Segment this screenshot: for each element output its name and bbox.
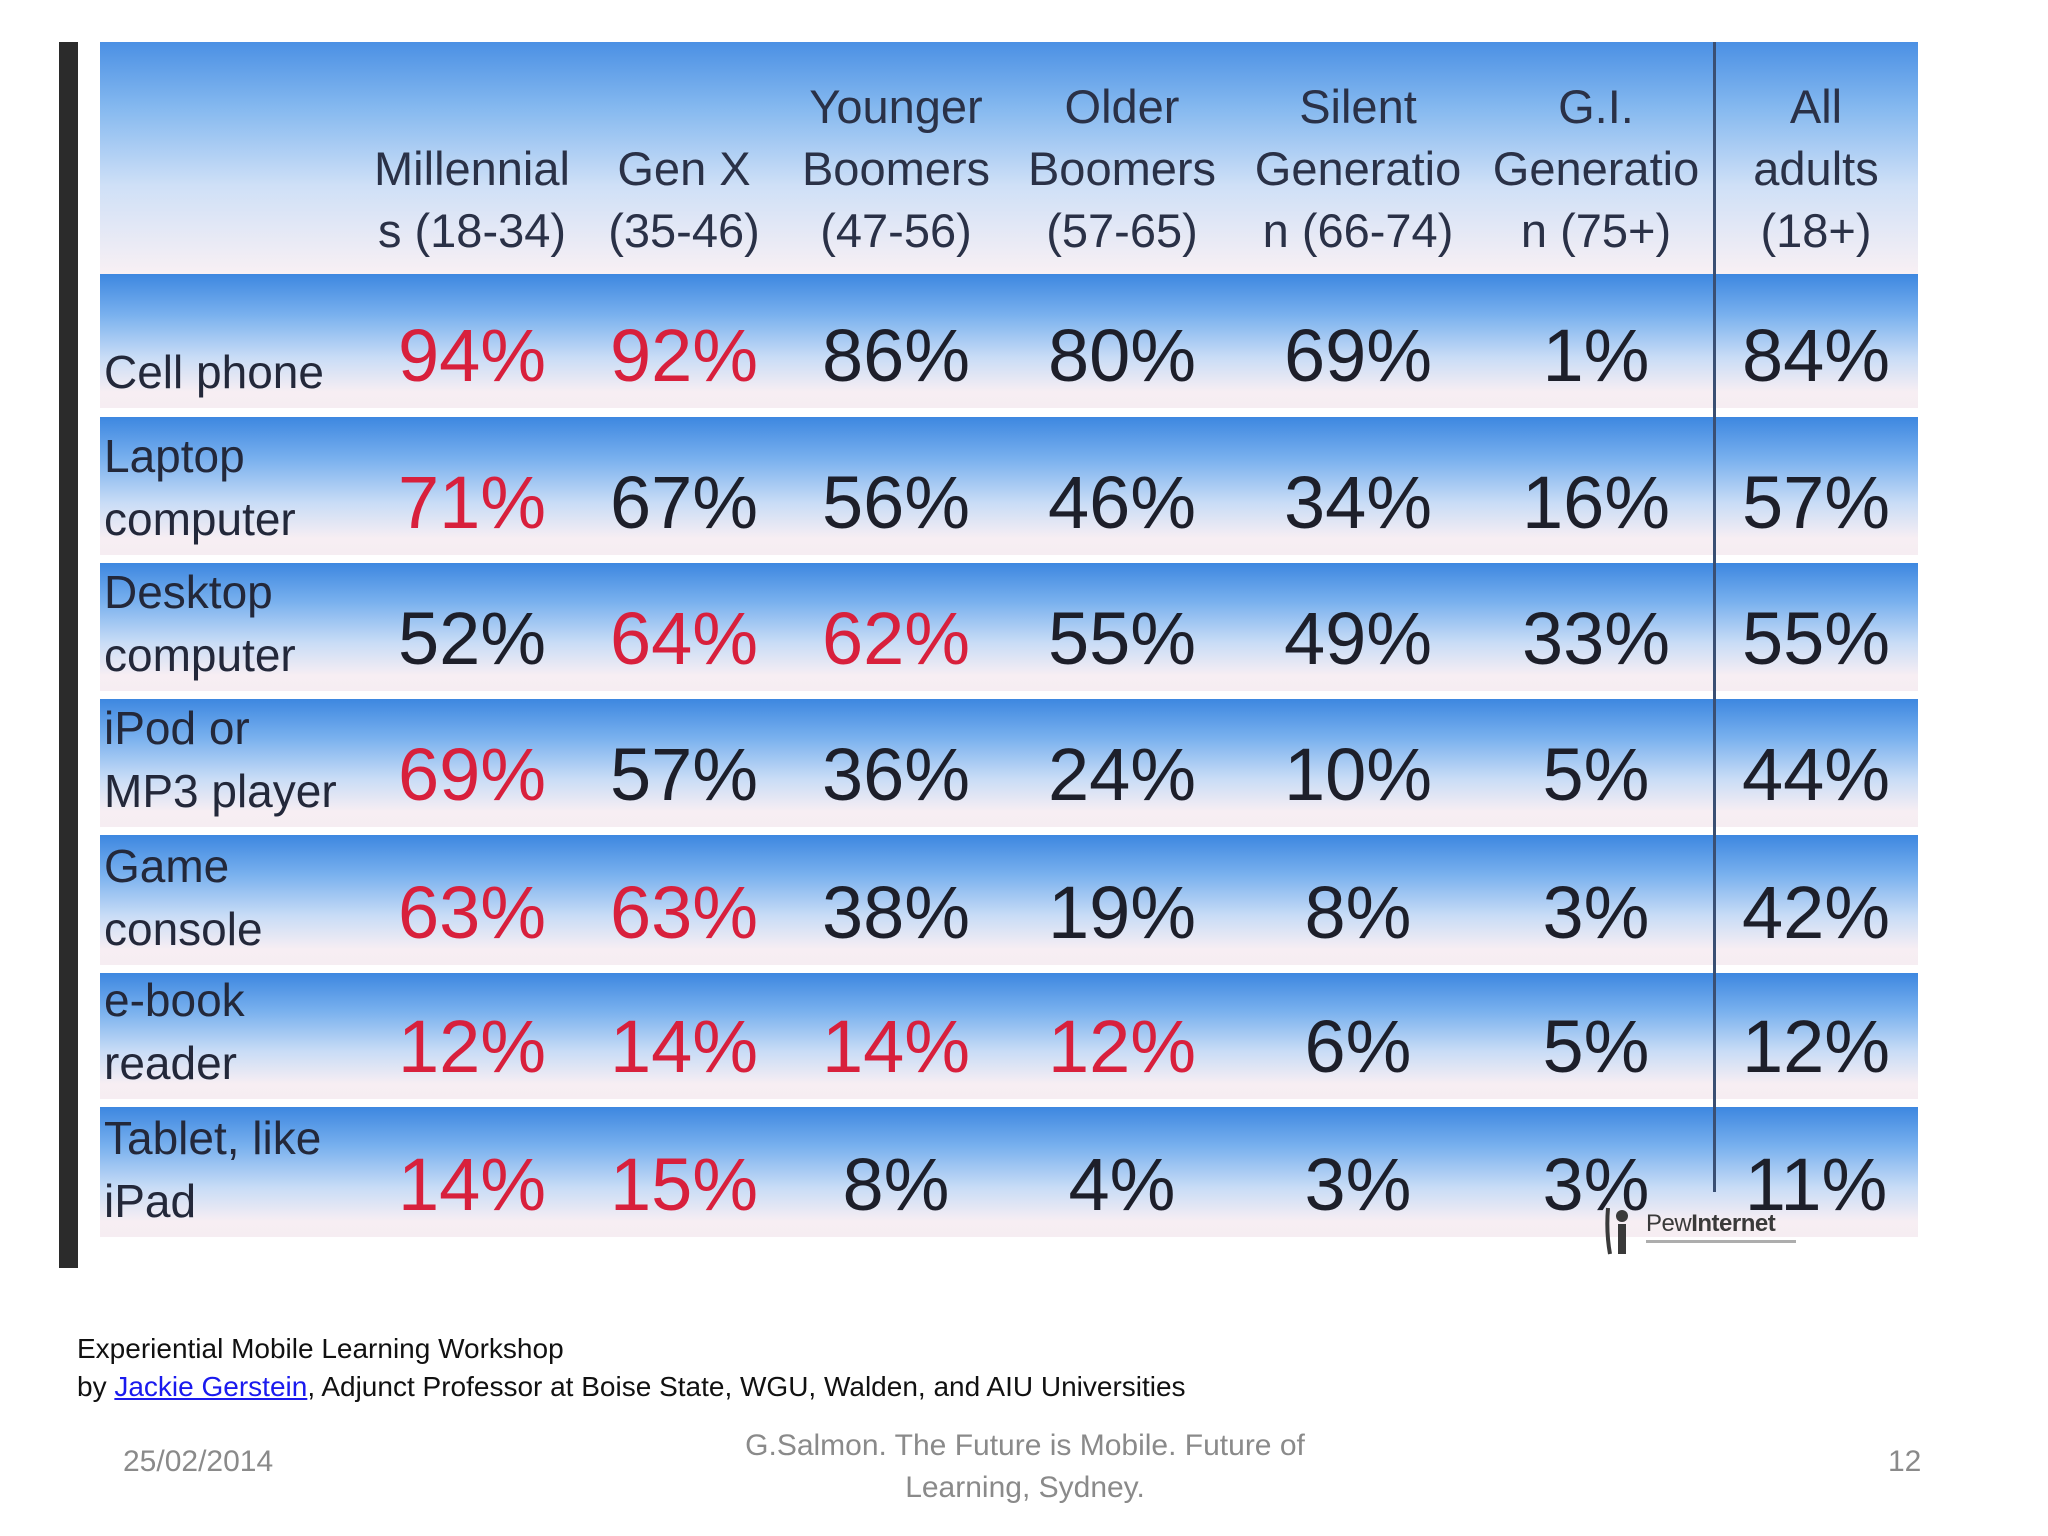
value-cell: 16% xyxy=(1521,461,1671,544)
row-band xyxy=(100,417,1918,555)
column-header: Older Boomers (57-65) xyxy=(1027,80,1217,257)
pew-logo-icon xyxy=(1605,1207,1628,1255)
footer-date: 25/02/2014 xyxy=(123,1445,274,1478)
row-label: Cell phone xyxy=(104,346,324,398)
row-label: Tablet, like iPad xyxy=(104,1112,322,1227)
value-cell: 36% xyxy=(821,733,971,816)
value-cell: 56% xyxy=(821,461,971,544)
value-cell: 62% xyxy=(821,597,971,680)
row-label: Laptop computer xyxy=(104,430,296,545)
value-cell: 80% xyxy=(1047,314,1197,397)
value-cell: 49% xyxy=(1283,597,1433,680)
value-cell: 10% xyxy=(1283,733,1433,816)
value-cell: 14% xyxy=(609,1005,759,1088)
value-cell: 8% xyxy=(842,1143,950,1226)
column-header: All adults (18+) xyxy=(1753,80,1879,257)
value-cell: 46% xyxy=(1047,461,1197,544)
value-cell: 6% xyxy=(1304,1005,1412,1088)
column-divider xyxy=(1713,42,1716,1192)
page-number: 12 xyxy=(1888,1445,1922,1478)
value-cell: 12% xyxy=(1047,1005,1197,1088)
caption-byline: by Jackie Gerstein, Adjunct Professor at… xyxy=(77,1371,1186,1402)
value-cell: 12% xyxy=(397,1005,547,1088)
row-band xyxy=(100,973,1918,1099)
value-cell: 57% xyxy=(1741,461,1891,544)
value-cell: 86% xyxy=(821,314,971,397)
row-label: iPod or MP3 player xyxy=(104,702,337,817)
row-band xyxy=(100,274,1918,408)
pew-internet-logo: PewInternet xyxy=(1604,1204,1814,1256)
value-cell: 63% xyxy=(609,871,759,954)
caption: Experiential Mobile Learning Workshop by… xyxy=(77,1330,1186,1406)
value-cell: 11% xyxy=(1744,1143,1888,1226)
column-header: Silent Generatio n (66-74) xyxy=(1254,80,1462,257)
row-band xyxy=(100,835,1918,965)
column-header: Younger Boomers (47-56) xyxy=(801,80,991,257)
value-cell: 15% xyxy=(609,1143,759,1226)
value-cell: 84% xyxy=(1741,314,1891,397)
value-cell: 42% xyxy=(1741,871,1891,954)
value-cell: 5% xyxy=(1542,733,1650,816)
value-cell: 1% xyxy=(1542,314,1650,397)
value-cell: 52% xyxy=(397,597,547,680)
value-cell: 94% xyxy=(397,314,547,397)
table-header-band xyxy=(100,42,1918,274)
footer-citation: G.Salmon. The Future is Mobile. Future o… xyxy=(745,1429,1305,1504)
value-cell: 69% xyxy=(397,733,547,816)
value-cell: 34% xyxy=(1283,461,1433,544)
value-cell: 44% xyxy=(1741,733,1891,816)
value-cell: 57% xyxy=(609,733,759,816)
row-band xyxy=(100,563,1918,691)
pew-logo-tagline xyxy=(1646,1240,1796,1243)
value-cell: 5% xyxy=(1542,1005,1650,1088)
row-label: Desktop computer xyxy=(104,566,296,681)
row-label: Game console xyxy=(104,840,263,955)
value-cell: 38% xyxy=(821,871,971,954)
pew-logo-text: PewInternet xyxy=(1646,1210,1776,1237)
column-header: G.I. Generatio n (75+) xyxy=(1492,80,1700,257)
column-header: Gen X (35-46) xyxy=(608,142,760,257)
value-cell: 3% xyxy=(1542,1143,1650,1226)
column-header: Millennial s (18-34) xyxy=(374,142,570,257)
value-cell: 63% xyxy=(397,871,547,954)
value-cell: 55% xyxy=(1741,597,1891,680)
left-accent-bar xyxy=(59,42,78,1268)
value-cell: 92% xyxy=(609,314,759,397)
value-cell: 33% xyxy=(1521,597,1671,680)
value-cell: 3% xyxy=(1542,871,1650,954)
value-cell: 4% xyxy=(1068,1143,1176,1226)
value-cell: 8% xyxy=(1304,871,1412,954)
value-cell: 64% xyxy=(609,597,759,680)
value-cell: 3% xyxy=(1304,1143,1412,1226)
value-cell: 14% xyxy=(397,1143,547,1226)
caption-title: Experiential Mobile Learning Workshop xyxy=(77,1333,564,1364)
row-band xyxy=(100,699,1918,827)
row-band xyxy=(100,1107,1918,1237)
value-cell: 67% xyxy=(609,461,759,544)
author-link[interactable]: Jackie Gerstein xyxy=(114,1371,308,1402)
value-cell: 71% xyxy=(397,461,547,544)
value-cell: 12% xyxy=(1741,1005,1891,1088)
device-ownership-table: Millennial s (18-34) Gen X (35-46) Younger Bo… xyxy=(100,42,1918,1255)
value-cell: 55% xyxy=(1047,597,1197,680)
value-cell: 19% xyxy=(1047,871,1197,954)
value-cell: 24% xyxy=(1047,733,1197,816)
value-cell: 14% xyxy=(821,1005,971,1088)
value-cell: 69% xyxy=(1283,314,1433,397)
row-label: e-book reader xyxy=(104,974,245,1089)
